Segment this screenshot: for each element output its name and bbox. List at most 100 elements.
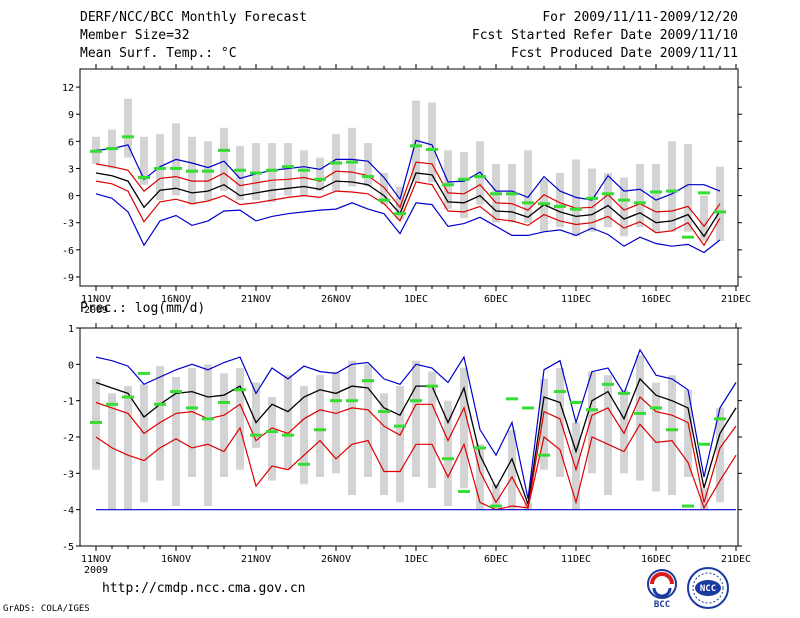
p2-obs-marker xyxy=(586,408,598,412)
p2-obs-marker xyxy=(122,395,134,399)
p2-ensemble-bar xyxy=(268,397,276,481)
p2-ytick-label: -1 xyxy=(62,397,74,408)
p2-xtick-label: 16NOV xyxy=(161,554,191,565)
p1-ensemble-bar xyxy=(604,172,612,228)
p2-ensemble-bar xyxy=(284,375,292,470)
p2-obs-marker xyxy=(154,402,166,406)
p2-ensemble-bar xyxy=(412,360,420,477)
p1-obs-marker xyxy=(122,135,134,139)
p2-ensemble-bar xyxy=(476,444,484,510)
p2-ensemble-bar xyxy=(508,429,516,510)
p2-obs-marker xyxy=(346,399,358,403)
p1-ensemble-bar xyxy=(220,127,228,192)
p1-obs-marker xyxy=(714,210,726,214)
p2-ensemble-bar xyxy=(252,382,260,448)
p2-line-mean xyxy=(95,377,737,505)
p1-ensemble-bar xyxy=(620,177,628,237)
p2-obs-marker xyxy=(202,417,214,421)
p2-obs-marker xyxy=(634,411,646,415)
p1-ytick-label: 9 xyxy=(68,110,74,121)
fcst-start-date: Fcst Started Refer Date 2009/11/10 xyxy=(471,28,738,43)
p2-xtick-label: 21NOV xyxy=(241,554,271,565)
p2-obs-marker xyxy=(330,399,342,403)
p1-ensemble-bar xyxy=(284,143,292,196)
p2-ensemble-bar xyxy=(300,386,308,485)
p1-ensemble-bar xyxy=(140,136,148,185)
p1-obs-marker xyxy=(682,235,694,239)
p1-line-mean-plus-sd xyxy=(95,161,721,228)
p1-obs-marker xyxy=(378,198,390,202)
p1-obs-marker xyxy=(570,207,582,211)
p1-obs-marker xyxy=(618,198,630,202)
p1-xtick-label: 21NOV xyxy=(241,294,271,305)
p1-obs-marker xyxy=(426,147,438,151)
p1-xtick-label: 16NOV xyxy=(161,294,191,305)
ncc-logo-text: NCC xyxy=(700,584,716,594)
p2-obs-marker xyxy=(90,420,102,424)
p2-obs-marker xyxy=(490,504,502,508)
p1-ensemble-bar xyxy=(348,127,356,187)
p2-ytick-label: -3 xyxy=(62,469,74,480)
p1-obs-marker xyxy=(330,161,342,165)
chart-title: DERF/NCC/BCC Monthly Forecast xyxy=(80,10,307,25)
p1-xtick-label: 26NOV xyxy=(321,294,351,305)
p1-ensemble-bar xyxy=(540,179,548,232)
p1-obs-marker xyxy=(298,168,310,172)
p2-ytick-label: 0 xyxy=(68,360,74,371)
p1-ytick-label: 12 xyxy=(62,83,74,94)
p2-ensemble-bar xyxy=(316,375,324,477)
p2-ytick-label: -4 xyxy=(62,506,74,517)
p2-ensemble-bar xyxy=(636,355,644,481)
p2-ensemble-bar xyxy=(700,487,708,510)
p2-obs-marker xyxy=(570,400,582,404)
p2-obs-marker xyxy=(378,410,390,414)
p1-year-label: 2009 xyxy=(84,305,108,316)
p1-ensemble-bar xyxy=(124,98,132,158)
p2-ensemble-bar xyxy=(684,389,692,477)
p1-obs-marker xyxy=(634,201,646,205)
p2-ensemble-bar xyxy=(572,422,580,510)
panel2-title: Prec.: log(mm/d) xyxy=(80,301,206,316)
p2-year-label: 2009 xyxy=(84,565,108,576)
p1-ensemble-bar xyxy=(700,195,708,241)
p2-ensemble-bar xyxy=(380,393,388,496)
p2-obs-marker xyxy=(554,390,566,394)
p1-obs-marker xyxy=(650,190,662,194)
p1-obs-marker xyxy=(186,169,198,173)
p2-ensemble-bar xyxy=(604,375,612,496)
p2-ensemble-bar xyxy=(140,384,148,503)
p2-ensemble-bar xyxy=(716,407,724,503)
p2-obs-marker xyxy=(314,428,326,432)
p2-plot xyxy=(76,323,742,551)
p1-obs-marker xyxy=(522,201,534,205)
p2-obs-marker xyxy=(522,406,534,410)
source-url[interactable]: http://cmdp.ncc.cma.gov.cn xyxy=(102,581,306,596)
p2-ensemble-bar xyxy=(460,367,468,488)
p2-ensemble-bar xyxy=(396,386,404,503)
p2-obs-marker xyxy=(282,433,294,437)
ncc-logo: NCC xyxy=(687,567,729,609)
p1-obs-marker xyxy=(490,192,502,196)
p2-line-upper xyxy=(95,348,737,499)
bcc-logo-text: BCC xyxy=(654,600,670,610)
p1-ensemble-bar xyxy=(268,143,276,202)
p2-ensemble-bar xyxy=(588,371,596,474)
p2-obs-marker xyxy=(682,504,694,508)
p1-line-lower xyxy=(95,193,721,254)
p1-xtick-label: 21DEC xyxy=(721,294,751,305)
p1-ytick-label: 6 xyxy=(68,137,74,148)
p2-xtick-label: 21DEC xyxy=(721,554,751,565)
p2-obs-marker xyxy=(218,400,230,404)
p2-obs-marker xyxy=(410,399,422,403)
p2-xtick-label: 11NOV xyxy=(81,554,111,565)
p1-obs-marker xyxy=(202,169,214,173)
p1-plot xyxy=(76,64,742,291)
forecast-period: For 2009/11/11-2009/12/20 xyxy=(542,10,738,25)
p2-ensemble-bar xyxy=(108,393,116,510)
p2-ensemble-bar xyxy=(668,375,676,496)
p2-ensemble-bar xyxy=(156,366,164,481)
p2-obs-marker xyxy=(106,402,118,406)
p1-xtick-label: 11DEC xyxy=(561,294,591,305)
p1-ytick-label: -3 xyxy=(62,219,74,230)
p1-ensemble-bar xyxy=(380,172,388,205)
